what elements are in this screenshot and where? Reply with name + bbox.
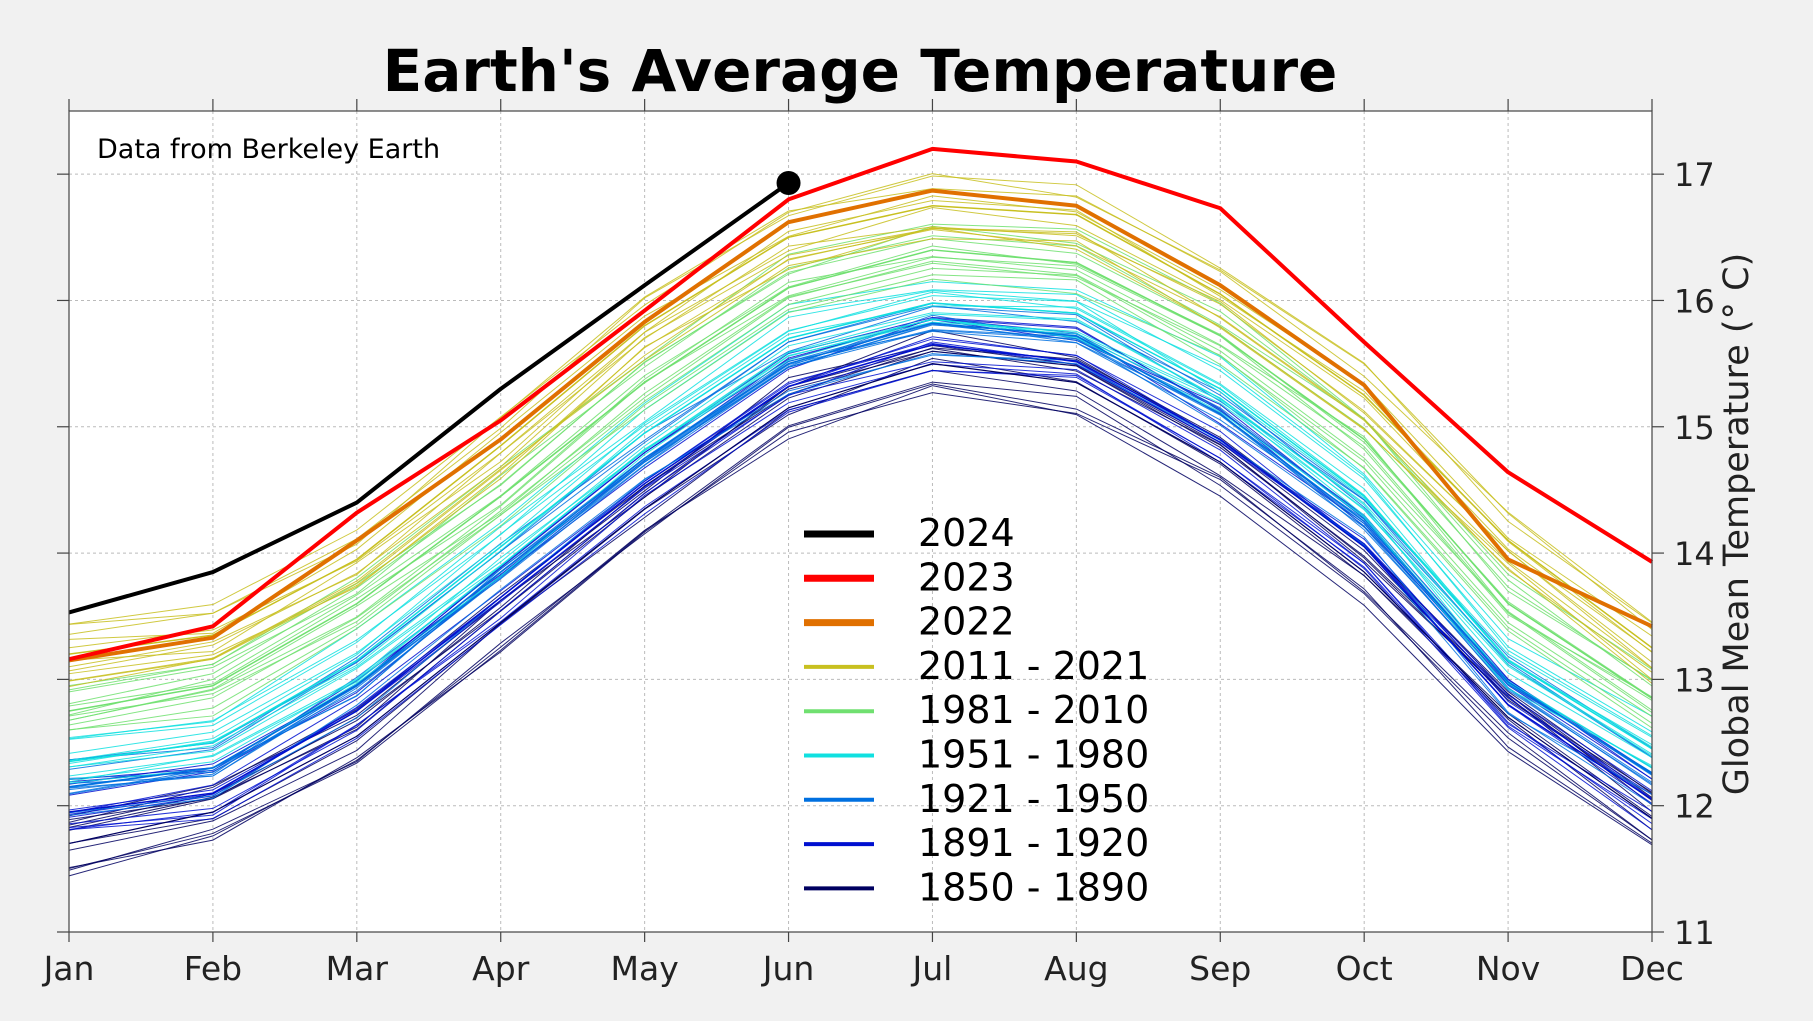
ensemble-line: [68, 226, 1653, 669]
x-tick-label: Jan: [42, 949, 95, 988]
legend-label: 2022: [918, 600, 1015, 644]
series-line-2011-2021: [68, 204, 1653, 655]
series-line-1850-1890: [68, 363, 1653, 845]
series-line-1981-2010: [68, 249, 1653, 712]
chart-title: Earth's Average Temperature: [383, 37, 1338, 105]
series-line-1951-1980: [68, 302, 1653, 763]
plot-area: [69, 111, 1652, 932]
ensemble-line: [68, 290, 1653, 740]
ensemble-line: [68, 353, 1653, 816]
x-tick-label: Oct: [1336, 949, 1393, 988]
source-annotation: Data from Berkeley Earth: [97, 134, 440, 165]
series-end-marker: [776, 170, 801, 195]
x-tick-label: Jun: [761, 949, 815, 988]
legend-label: 1921 - 1950: [918, 777, 1149, 821]
y-tick-label: 15: [1674, 409, 1715, 447]
x-tick-label: Sep: [1189, 949, 1251, 988]
ensemble-line: [68, 361, 1653, 825]
y-tick-label: 12: [1674, 788, 1715, 826]
ensemble-line: [68, 175, 1653, 635]
y-tick-label: 11: [1674, 914, 1715, 952]
y-tick-label: 16: [1674, 282, 1715, 320]
x-tick-label: Jul: [911, 949, 953, 988]
x-tick-label: May: [611, 949, 679, 988]
ensemble-line: [68, 256, 1653, 721]
ensemble-line: [68, 281, 1653, 739]
legend-label: 1891 - 1920: [918, 821, 1149, 865]
ensemble-line: [68, 383, 1653, 871]
x-tick-label: Dec: [1620, 949, 1684, 988]
series-line-2024: [68, 181, 790, 615]
legend-label: 1951 - 1980: [918, 733, 1149, 777]
series-line-2022: [68, 188, 1653, 663]
x-tick-label: Feb: [184, 949, 242, 988]
ensemble-line: [68, 267, 1653, 726]
series-lines: [68, 146, 1654, 845]
series-line-1921-1950: [68, 322, 1653, 788]
ensemble-line: [68, 227, 1653, 675]
ensemble-line: [68, 238, 1653, 682]
series-line-1891-1920: [68, 343, 1653, 813]
ensemble-line: [68, 278, 1653, 731]
x-tick-label: Mar: [326, 949, 389, 988]
plot-frame: [68, 110, 1653, 933]
x-tick-label: Nov: [1476, 949, 1540, 988]
ensemble-line: [68, 370, 1653, 831]
legend-label: 1850 - 1890: [918, 865, 1149, 909]
ensemble-line: [68, 319, 1653, 781]
ensemble-line: [68, 322, 1653, 784]
ensemble-line: [68, 357, 1653, 844]
ensemble-lines: [68, 173, 1653, 877]
y-axis-label: Global Mean Temperature (° C): [1717, 253, 1757, 795]
ensemble-line: [68, 302, 1653, 761]
ensemble-line: [68, 318, 1653, 784]
ensemble-line: [68, 363, 1653, 829]
ensemble-line: [68, 274, 1653, 731]
series-line-2023: [68, 146, 1654, 662]
ensemble-line: [68, 289, 1653, 740]
ensemble-line: [68, 207, 1653, 661]
y-tick-label: 14: [1674, 535, 1715, 573]
x-tick-label: Apr: [472, 949, 530, 988]
legend-label: 1981 - 2010: [918, 688, 1149, 732]
ensemble-line: [68, 329, 1653, 794]
ensemble-line: [68, 381, 1653, 869]
ensemble-line: [68, 260, 1653, 717]
legend-label: 2023: [918, 555, 1015, 599]
ensemble-line: [68, 321, 1653, 783]
ensemble-line: [68, 370, 1653, 830]
y-tick-label: 13: [1674, 661, 1715, 699]
ensemble-line: [68, 312, 1653, 768]
ensemble-line: [68, 262, 1653, 721]
ensemble-line: [68, 245, 1653, 716]
x-tick-label: Aug: [1044, 949, 1108, 988]
y-tick-label: 17: [1674, 156, 1715, 194]
ensemble-line: [68, 313, 1653, 768]
ensemble-line: [68, 225, 1653, 691]
ensemble-line: [68, 347, 1653, 826]
ensemble-line: [68, 305, 1653, 770]
legend-label: 2011 - 2021: [918, 644, 1149, 688]
legend-label: 2024: [918, 511, 1015, 555]
ensemble-line: [68, 238, 1653, 705]
